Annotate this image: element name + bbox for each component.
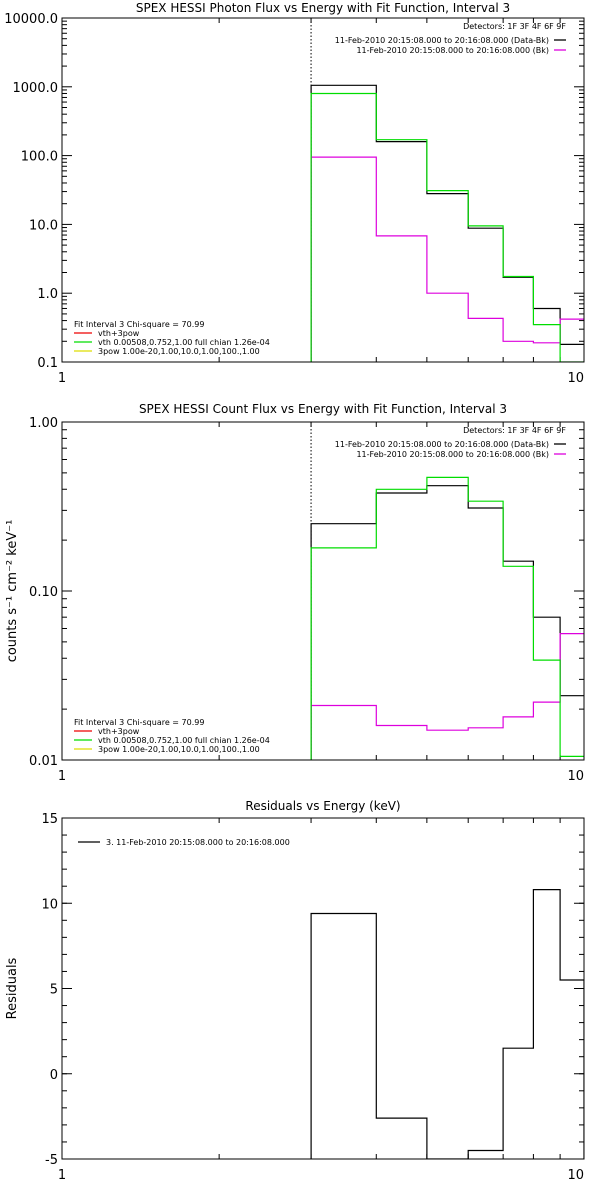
fit-legend-label: vth 0.00508,0.752,1.00 full chian 1.26e-… bbox=[98, 736, 270, 745]
fit-legend-label: vth 0.00508,0.752,1.00 full chian 1.26e-… bbox=[98, 338, 270, 347]
legend-label: 11-Feb-2010 20:15:08.000 to 20:16:08.000… bbox=[356, 450, 549, 459]
series-line-1 bbox=[310, 485, 584, 760]
x-tick-label: 10 bbox=[567, 1168, 584, 1183]
x-tick-label: 1 bbox=[58, 769, 66, 784]
detectors-label: Detectors: 1F 3F 4F 6F 9F bbox=[463, 426, 566, 435]
y-tick-label: 5 bbox=[50, 983, 58, 998]
y-tick-label: 100.0 bbox=[21, 150, 58, 165]
x-tick-label: 1 bbox=[58, 371, 66, 386]
series-group bbox=[310, 84, 584, 362]
x-tick-label: 1 bbox=[58, 1168, 66, 1183]
y-axis-label: counts s⁻¹ cm⁻² keV⁻¹ bbox=[5, 520, 20, 663]
y-tick-label: 0.01 bbox=[29, 754, 58, 769]
series-line-1 bbox=[310, 84, 584, 362]
chart-title: SPEX HESSI Count Flux vs Energy with Fit… bbox=[139, 402, 507, 416]
series-line-1 bbox=[310, 889, 584, 1159]
fit-legend-header: Fit Interval 3 Chi-square = 70.99 bbox=[74, 320, 204, 329]
legend-label: 11-Feb-2010 20:15:08.000 to 20:16:08.000… bbox=[356, 46, 549, 55]
y-tick-label: 10.0 bbox=[29, 218, 58, 233]
fit-legend-label: 3pow 1.00e-20,1.00,10.0,1.00,100.,1.00 bbox=[98, 347, 260, 356]
fit-legend-label: 3pow 1.00e-20,1.00,10.0,1.00,100.,1.00 bbox=[98, 745, 260, 754]
plot-frame bbox=[61, 817, 585, 1160]
fit-legend-label: vth+3pow bbox=[98, 329, 140, 338]
series-group bbox=[310, 889, 584, 1159]
series-group bbox=[310, 476, 584, 760]
detectors-label: Detectors: 1F 3F 4F 6F 9F bbox=[463, 22, 566, 31]
y-tick-label: 1000.0 bbox=[13, 81, 59, 96]
chart-panel-2: SPEX HESSI Count Flux vs Energy with Fit… bbox=[5, 402, 585, 784]
series-line-2 bbox=[310, 633, 584, 760]
y-tick-label: 0 bbox=[50, 1068, 58, 1083]
chart-panel-1: SPEX HESSI Photon Flux vs Energy with Fi… bbox=[4, 1, 585, 386]
fit-legend-label: vth+3pow bbox=[98, 727, 140, 736]
y-tick-label: 1.0 bbox=[37, 287, 58, 302]
y-tick-label: 10000.0 bbox=[4, 12, 58, 27]
chart-title: Residuals vs Energy (keV) bbox=[245, 799, 400, 813]
series-line-3 bbox=[310, 476, 584, 760]
fit-legend-header: Fit Interval 3 Chi-square = 70.99 bbox=[74, 718, 204, 727]
x-tick-label: 10 bbox=[567, 769, 584, 784]
plot-frame bbox=[61, 17, 585, 363]
x-tick-label: 10 bbox=[567, 371, 584, 386]
y-tick-label: 0.1 bbox=[37, 356, 58, 371]
legend-label: 3. 11-Feb-2010 20:15:08.000 to 20:16:08.… bbox=[106, 838, 290, 847]
legend-label: 11-Feb-2010 20:15:08.000 to 20:16:08.000… bbox=[335, 440, 549, 449]
legend-label: 11-Feb-2010 20:15:08.000 to 20:16:08.000… bbox=[335, 36, 549, 45]
y-tick-label: -5 bbox=[45, 1153, 58, 1168]
series-line-2 bbox=[310, 156, 584, 362]
y-tick-label: 15 bbox=[41, 812, 58, 827]
series-line-3 bbox=[310, 92, 584, 362]
chart-panel-3: Residuals vs Energy (keV) Residuals 1 10 -5 0… bbox=[5, 799, 585, 1183]
chart-title: SPEX HESSI Photon Flux vs Energy with Fi… bbox=[136, 1, 510, 15]
y-axis-label: Residuals bbox=[5, 957, 20, 1019]
y-tick-label: 0.10 bbox=[29, 585, 58, 600]
plot-frame bbox=[61, 421, 585, 761]
y-tick-label: 10 bbox=[41, 897, 58, 912]
y-tick-label: 1.00 bbox=[29, 416, 58, 431]
